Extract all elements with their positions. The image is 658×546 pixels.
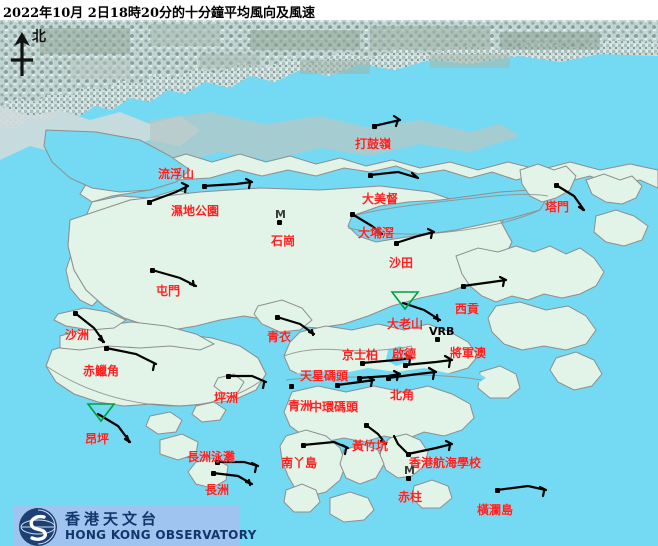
deep-bay [43, 129, 191, 193]
north-arrow-icon [11, 32, 33, 76]
station-dot [289, 384, 294, 389]
wind-barb-layer [73, 114, 586, 498]
station-label[interactable]: 黃竹坑 [352, 439, 389, 453]
station-label[interactable]: 橫瀾島 [477, 503, 514, 517]
sha-chau-island [53, 307, 128, 331]
tolo-harbour [347, 189, 549, 243]
station-dot [301, 443, 306, 448]
station-label[interactable]: 坪洲 [214, 391, 239, 405]
station-label[interactable]: 長洲 [205, 483, 230, 497]
lamma-island [279, 429, 347, 497]
station-label[interactable]: 天星碼頭 [300, 369, 349, 383]
lamma-east [339, 443, 385, 485]
station-label[interactable]: 大埔滘 [358, 226, 395, 240]
page-title: 2022年10月 2日18時20分的十分鐘平均風向及風速 [3, 6, 316, 21]
sai-kung-peninsula [455, 245, 605, 303]
station-dot [350, 212, 355, 217]
station-label[interactable]: 打鼓嶺 [355, 137, 392, 151]
station-dot [386, 376, 391, 381]
tap-mun-island [519, 163, 577, 203]
station-label[interactable]: 青洲 [288, 399, 313, 413]
station-dot [394, 241, 399, 246]
station-label[interactable]: 大美督 [362, 192, 399, 206]
station-label[interactable]: 沙洲 [65, 328, 90, 342]
outer-island-e [549, 351, 603, 391]
outer-island-e2 [477, 365, 521, 399]
station-dot [150, 268, 155, 273]
station-label[interactable]: 西貢 [455, 302, 480, 316]
maintenance-tag: M [404, 464, 415, 477]
title-bar: 2022年10月 2日18時20分的十分鐘平均風向及風速 [0, 0, 658, 21]
station-label[interactable]: 將軍澳 [450, 346, 487, 360]
station-label[interactable]: 青衣 [267, 330, 292, 344]
green-station-markers [86, 291, 420, 423]
stanley-peninsula [379, 433, 429, 479]
station-label[interactable]: 塔門 [545, 200, 570, 214]
map-canvas: 北 打鼓嶺流浮山濕地公園 M 石崗 大美督大埔滘沙田 塔門屯門沙洲赤鱲角昂坪 青衣 大老山 西… [0, 20, 658, 546]
station-dot [202, 184, 207, 189]
station-dot [406, 452, 411, 457]
station-dot [73, 311, 78, 316]
station-dot [495, 488, 500, 493]
station-label[interactable]: 沙田 [389, 256, 414, 270]
southern-islet-2 [329, 491, 375, 523]
observatory-emblem-icon [19, 508, 57, 546]
station-label[interactable]: 赤鱲角 [83, 364, 120, 378]
logo-english-text: HONG KONG OBSERVATORY [65, 528, 257, 542]
mainland-texture-speckle [40, 24, 600, 78]
station-label[interactable]: 屯門 [156, 284, 181, 298]
station-label[interactable]: 北角 [390, 388, 415, 402]
southern-islet-1 [283, 483, 321, 513]
station-label[interactable]: 長洲泳灘 [187, 450, 236, 464]
station-dot [368, 173, 373, 178]
po-toi-island [411, 479, 453, 509]
station-label[interactable]: 石崗 [271, 234, 296, 248]
hong-kong-observatory-logo: 香港天文台 HONG KONG OBSERVATORY [13, 505, 256, 546]
station-label[interactable]: 京士柏 [342, 348, 379, 362]
station-dot [461, 284, 466, 289]
cheung-chau-island [187, 457, 229, 489]
station-dot [104, 346, 109, 351]
island-nw-cc [159, 433, 199, 461]
station-label[interactable]: 中環碼頭 [310, 400, 359, 414]
station-dot [277, 220, 282, 225]
station-label[interactable]: 赤柱 [398, 490, 423, 504]
nt-north-coast [79, 153, 658, 203]
station-dot [147, 200, 152, 205]
station-label[interactable]: 南丫島 [281, 456, 318, 470]
station-label[interactable]: 濕地公園 [171, 204, 220, 218]
station-label[interactable]: 啟德 [392, 347, 417, 361]
station-dot [403, 363, 408, 368]
station-dot [226, 374, 231, 379]
peng-chau [213, 373, 245, 395]
wind-variable-tag: VRB [429, 325, 455, 338]
station-dot [554, 183, 559, 188]
sai-kung-east [487, 301, 597, 351]
station-label[interactable]: 大老山 [387, 317, 424, 331]
station-dot [211, 471, 216, 476]
logo-chinese-text: 香港天文台 [65, 510, 161, 528]
station-label[interactable]: 昂坪 [85, 432, 110, 446]
station-dot [357, 376, 362, 381]
station-label[interactable]: 流浮山 [158, 167, 195, 181]
station-dot [215, 460, 220, 465]
station-dot [364, 423, 369, 428]
station-dot [435, 337, 440, 342]
north-label: 北 [32, 29, 46, 45]
small-island-sw [145, 411, 183, 435]
ne-island [593, 209, 649, 247]
north-arrow: 北 [6, 26, 62, 80]
maintenance-tag: M [275, 208, 286, 221]
station-label[interactable]: 香港航海學校 [409, 456, 482, 470]
plover-cove-ne [585, 173, 643, 205]
station-dot [335, 383, 340, 388]
station-dot [406, 476, 411, 481]
station-dot [275, 315, 280, 320]
station-dot [360, 361, 365, 366]
station-dot [372, 124, 377, 129]
map-graphics [0, 20, 658, 546]
